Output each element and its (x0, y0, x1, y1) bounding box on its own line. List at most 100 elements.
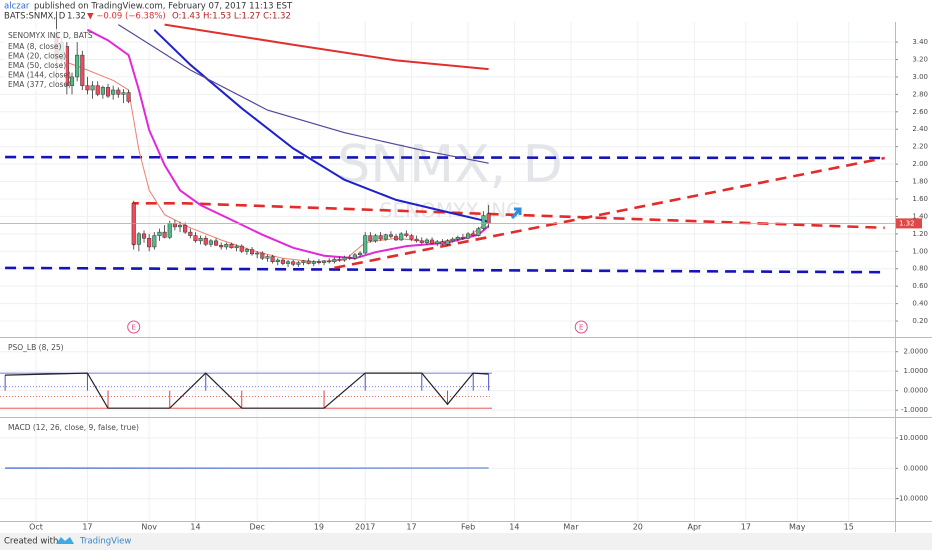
event-label: E (132, 324, 136, 332)
x-tick-label: Feb (461, 523, 475, 532)
legend-title: SENOMYX INC D, BATS (8, 31, 93, 40)
last-price-box (896, 218, 922, 229)
candle-body (193, 235, 198, 242)
candle-body (414, 238, 419, 242)
candle-body (409, 235, 414, 240)
y-tick-label: 1.40 (912, 212, 928, 220)
y-tick-label: 2.0000 (904, 348, 929, 356)
ohlc: O:1.43 H:1.53 L:1.27 C:1.32 (172, 12, 291, 22)
candle-body (157, 231, 162, 236)
candle-body (183, 224, 188, 233)
y-tick-label: 2.00 (912, 160, 928, 168)
y-tick-label: 0.60 (912, 282, 928, 290)
candle-body (332, 258, 337, 263)
candle-body (280, 259, 285, 264)
y-tick-label: 2.40 (912, 125, 928, 133)
x-tick-label: 2017 (355, 523, 375, 532)
candle-body (301, 260, 306, 263)
footer-created: Created with (4, 537, 58, 547)
candle-body (229, 244, 234, 249)
x-tick-label: Nov (141, 523, 157, 532)
candle-body (141, 233, 147, 239)
footer-brand[interactable]: TradingView (79, 537, 131, 547)
candle-body (260, 252, 265, 259)
candle-body (486, 213, 491, 224)
candle-body (466, 233, 471, 239)
candle-body (347, 257, 352, 259)
candle-body (388, 234, 393, 237)
candle-body (352, 254, 357, 259)
y-tick-label: 1.00 (912, 247, 928, 255)
y-tick-label: 0.20 (912, 317, 928, 325)
legend-entry: EMA (8, close) (8, 42, 62, 51)
y-tick-label: 0.0000 (904, 387, 929, 395)
candle-body (337, 258, 342, 261)
watermark: SNMX, D (337, 135, 563, 195)
panel-title: PSO_LB (8, 25) (8, 343, 64, 352)
x-tick-label: 17 (406, 523, 416, 532)
legend-entry: EMA (50, close) (8, 61, 66, 70)
y-tick-label: 3.40 (912, 38, 928, 46)
candle-body (460, 237, 465, 239)
candle-body (167, 223, 172, 238)
candle-body (75, 54, 80, 78)
candle-body (219, 244, 224, 248)
candle-body (80, 54, 85, 86)
y-tick-label: 2.80 (912, 90, 928, 98)
y-tick-label: 1.0000 (904, 367, 929, 375)
candle-body (85, 85, 90, 91)
y-tick-label: 3.20 (912, 55, 928, 63)
candle-body (244, 249, 249, 252)
event-label: E (579, 324, 583, 332)
x-tick-label: 20 (633, 523, 643, 532)
x-tick-label: 19 (314, 523, 324, 532)
candle-body (435, 241, 440, 244)
candle-body (162, 231, 167, 238)
candle-body (373, 235, 378, 242)
candle-body (316, 261, 321, 264)
y-tick-label: 0.40 (912, 300, 928, 308)
candle-body (208, 240, 213, 245)
author[interactable]: alczar (4, 2, 30, 12)
arrow-annotation (510, 207, 522, 219)
candle-body (291, 261, 296, 265)
y-tick-label: 1.80 (912, 178, 928, 186)
ema-line (86, 28, 490, 260)
candle-body (363, 235, 368, 254)
candle-body (213, 240, 219, 246)
candle-body (270, 256, 275, 263)
candle-body (476, 228, 481, 236)
candle-body (368, 235, 373, 242)
x-tick-label: May (789, 523, 806, 532)
y-tick-label: 2.20 (912, 143, 928, 151)
candle-body (358, 252, 363, 256)
candle-body (383, 234, 388, 240)
candle-body (136, 233, 141, 245)
candle-body (445, 240, 450, 245)
trend-line (5, 266, 885, 274)
indicator-line (5, 372, 489, 409)
change: ▼ −0.09 (−6.38%) (87, 12, 166, 22)
candle-body (342, 257, 347, 261)
candle-body (450, 238, 455, 242)
x-tick-label: 14 (509, 523, 519, 532)
candle-body (322, 260, 327, 263)
candle-body (121, 92, 126, 95)
plot: Oct 17 Nov 14 Dec 19 2017 17 Feb 14 Mar 20 Apr 17 May 1… (0, 11, 929, 532)
footer-bar (0, 533, 932, 550)
candle-body (275, 259, 280, 263)
candle-body (311, 261, 316, 264)
candle-body (177, 224, 183, 228)
ema-line (153, 29, 489, 223)
candle-body (131, 203, 136, 245)
symbol: BATS:SNMX, D (4, 12, 66, 22)
candle-body (224, 244, 229, 248)
candle-body (265, 256, 270, 259)
trend-line (334, 156, 885, 270)
x-tick-label: Oct (29, 523, 43, 532)
price: 1.32 (67, 12, 86, 22)
candle-body (239, 245, 244, 252)
candle-body (198, 237, 203, 242)
